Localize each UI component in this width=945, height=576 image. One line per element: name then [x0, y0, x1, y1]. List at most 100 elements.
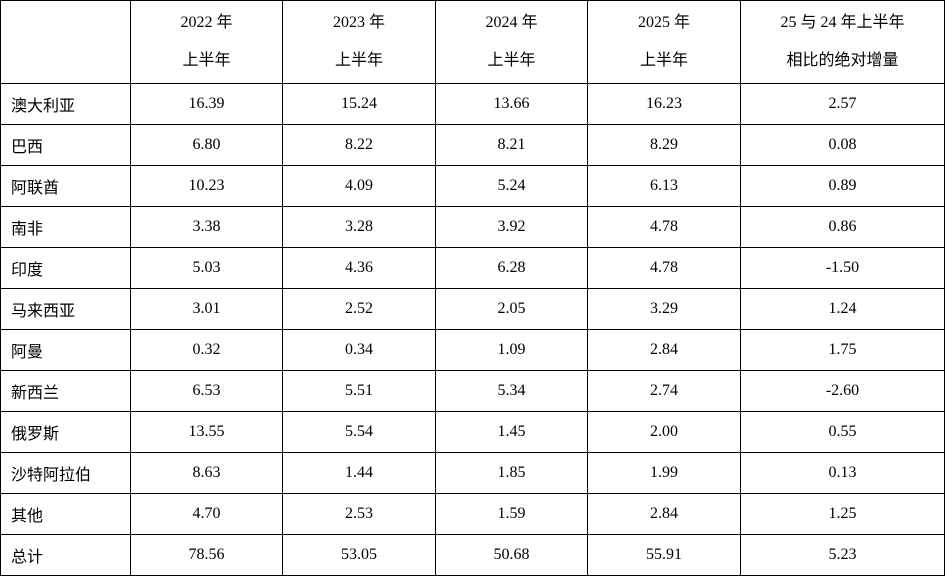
- data-row: 阿联酋 10.23 4.09 5.24 6.13 0.89: [0, 165, 945, 207]
- value-cell: 4.78: [587, 247, 741, 289]
- value-cell: 1.99: [587, 452, 741, 494]
- row-label: 沙特阿拉伯: [0, 452, 131, 494]
- value-cell: 2.74: [587, 370, 741, 412]
- header-cell: 2025 年上半年: [587, 0, 741, 84]
- value-cell: 4.70: [130, 493, 283, 535]
- value-cell: 2.52: [282, 288, 436, 330]
- header-text: 相比的绝对增量: [786, 52, 899, 69]
- data-row: 总计 78.56 53.05 50.68 55.91 5.23: [0, 534, 945, 576]
- data-row: 沙特阿拉伯 8.63 1.44 1.85 1.99 0.13: [0, 452, 945, 494]
- value-cell: 8.63: [130, 452, 283, 494]
- value-cell: 0.34: [282, 329, 436, 371]
- value-cell: 3.29: [587, 288, 741, 330]
- value-cell: 5.51: [282, 370, 436, 412]
- value-cell: 4.78: [587, 206, 741, 248]
- header-text: 2022 年: [180, 14, 233, 31]
- data-row: 其他 4.70 2.53 1.59 2.84 1.25: [0, 493, 945, 535]
- row-label: 巴西: [0, 124, 131, 166]
- value-cell: 5.54: [282, 411, 436, 453]
- value-cell: 0.55: [740, 411, 945, 453]
- header-text: 2023 年: [332, 14, 385, 31]
- value-cell: 1.59: [435, 493, 588, 535]
- row-label: 其他: [0, 493, 131, 535]
- data-row: 新西兰 6.53 5.51 5.34 2.74 -2.60: [0, 370, 945, 412]
- value-cell: 78.56: [130, 534, 283, 576]
- value-cell: 50.68: [435, 534, 588, 576]
- data-row: 马来西亚 3.01 2.52 2.05 3.29 1.24: [0, 288, 945, 330]
- header-text: 上半年: [334, 52, 383, 69]
- data-row: 南非 3.38 3.28 3.92 4.78 0.86: [0, 206, 945, 248]
- value-cell: 8.29: [587, 124, 741, 166]
- value-cell: 0.13: [740, 452, 945, 494]
- value-cell: 0.86: [740, 206, 945, 248]
- header-text: 上半年: [182, 52, 231, 69]
- value-cell: 5.03: [130, 247, 283, 289]
- value-cell: 4.36: [282, 247, 436, 289]
- data-row: 阿曼 0.32 0.34 1.09 2.84 1.75: [0, 329, 945, 371]
- value-cell: 3.92: [435, 206, 588, 248]
- corner-cell: [0, 0, 131, 84]
- data-row: 澳大利亚 16.39 15.24 13.66 16.23 2.57: [0, 83, 945, 125]
- value-cell: 2.05: [435, 288, 588, 330]
- value-cell: 1.85: [435, 452, 588, 494]
- value-cell: 4.09: [282, 165, 436, 207]
- value-cell: 6.53: [130, 370, 283, 412]
- value-cell: 8.21: [435, 124, 588, 166]
- row-label: 澳大利亚: [0, 83, 131, 125]
- value-cell: 1.45: [435, 411, 588, 453]
- value-cell: 13.55: [130, 411, 283, 453]
- value-cell: 1.44: [282, 452, 436, 494]
- value-cell: 5.34: [435, 370, 588, 412]
- value-cell: 10.23: [130, 165, 283, 207]
- value-cell: 3.28: [282, 206, 436, 248]
- value-cell: 3.38: [130, 206, 283, 248]
- header-text: 2025 年: [637, 14, 690, 31]
- value-cell: 16.39: [130, 83, 283, 125]
- value-cell: 0.32: [130, 329, 283, 371]
- value-cell: -1.50: [740, 247, 945, 289]
- header-text: 25 与 24 年上半年: [780, 14, 905, 31]
- value-cell: 2.53: [282, 493, 436, 535]
- row-label: 阿曼: [0, 329, 131, 371]
- value-cell: 2.00: [587, 411, 741, 453]
- value-cell: 55.91: [587, 534, 741, 576]
- value-cell: 2.84: [587, 329, 741, 371]
- value-cell: 15.24: [282, 83, 436, 125]
- data-row: 印度 5.03 4.36 6.28 4.78 -1.50: [0, 247, 945, 289]
- data-row: 俄罗斯 13.55 5.54 1.45 2.00 0.55: [0, 411, 945, 453]
- value-cell: 0.08: [740, 124, 945, 166]
- value-cell: 1.75: [740, 329, 945, 371]
- header-cell: 2024 年上半年: [435, 0, 588, 84]
- row-label: 阿联酋: [0, 165, 131, 207]
- value-cell: 8.22: [282, 124, 436, 166]
- row-label: 新西兰: [0, 370, 131, 412]
- row-label: 总计: [0, 534, 131, 576]
- row-label: 俄罗斯: [0, 411, 131, 453]
- row-label: 印度: [0, 247, 131, 289]
- value-cell: 1.25: [740, 493, 945, 535]
- value-cell: 13.66: [435, 83, 588, 125]
- row-label: 马来西亚: [0, 288, 131, 330]
- row-label: 南非: [0, 206, 131, 248]
- header-text: 上半年: [487, 52, 536, 69]
- header-text: 2024 年: [485, 14, 538, 31]
- value-cell: -2.60: [740, 370, 945, 412]
- value-cell: 5.24: [435, 165, 588, 207]
- value-cell: 3.01: [130, 288, 283, 330]
- header-cell: 25 与 24 年上半年 相比的绝对增量: [740, 0, 945, 84]
- header-cell: 2023 年上半年: [282, 0, 436, 84]
- value-cell: 6.80: [130, 124, 283, 166]
- header-text: 上半年: [639, 52, 688, 69]
- value-cell: 5.23: [740, 534, 945, 576]
- value-cell: 16.23: [587, 83, 741, 125]
- value-cell: 2.84: [587, 493, 741, 535]
- value-cell: 6.28: [435, 247, 588, 289]
- value-cell: 1.24: [740, 288, 945, 330]
- value-cell: 2.57: [740, 83, 945, 125]
- header-cell: 2022 年上半年: [130, 0, 283, 84]
- value-cell: 53.05: [282, 534, 436, 576]
- value-cell: 1.09: [435, 329, 588, 371]
